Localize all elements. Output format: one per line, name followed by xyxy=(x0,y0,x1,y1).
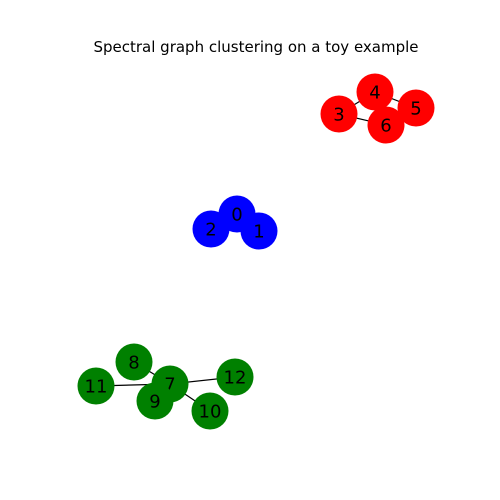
node-label-3: 3 xyxy=(333,105,344,126)
node-8: 8 xyxy=(115,343,153,381)
node-circle-10 xyxy=(191,392,229,430)
node-10: 10 xyxy=(191,392,229,430)
node-12: 12 xyxy=(216,358,254,396)
node-circle-9 xyxy=(136,382,174,420)
node-label-12: 12 xyxy=(224,368,247,389)
node-circle-1 xyxy=(240,212,278,250)
node-1: 1 xyxy=(240,212,278,250)
graph-title: Spectral graph clustering on a toy examp… xyxy=(93,38,418,56)
node-11: 11 xyxy=(77,367,115,405)
node-circle-8 xyxy=(115,343,153,381)
node-label-7: 7 xyxy=(164,375,175,396)
node-circle-4 xyxy=(356,73,394,111)
node-label-11: 11 xyxy=(85,377,108,398)
node-label-8: 8 xyxy=(128,353,139,374)
node-label-10: 10 xyxy=(199,402,222,423)
node-label-4: 4 xyxy=(369,83,380,104)
node-circle-12 xyxy=(216,358,254,396)
node-circle-5 xyxy=(397,89,435,127)
node-circle-11 xyxy=(77,367,115,405)
node-circle-6 xyxy=(367,106,405,144)
node-2: 2 xyxy=(192,210,230,248)
node-circle-3 xyxy=(320,95,358,133)
node-circle-2 xyxy=(192,210,230,248)
node-6: 6 xyxy=(367,106,405,144)
node-label-6: 6 xyxy=(380,116,391,137)
node-label-5: 5 xyxy=(410,99,421,120)
node-label-9: 9 xyxy=(149,392,160,413)
node-3: 3 xyxy=(320,95,358,133)
node-label-2: 2 xyxy=(205,220,216,241)
node-label-0: 0 xyxy=(231,205,242,226)
node-9: 9 xyxy=(136,382,174,420)
node-4: 4 xyxy=(356,73,394,111)
node-label-1: 1 xyxy=(253,222,264,243)
node-5: 5 xyxy=(397,89,435,127)
